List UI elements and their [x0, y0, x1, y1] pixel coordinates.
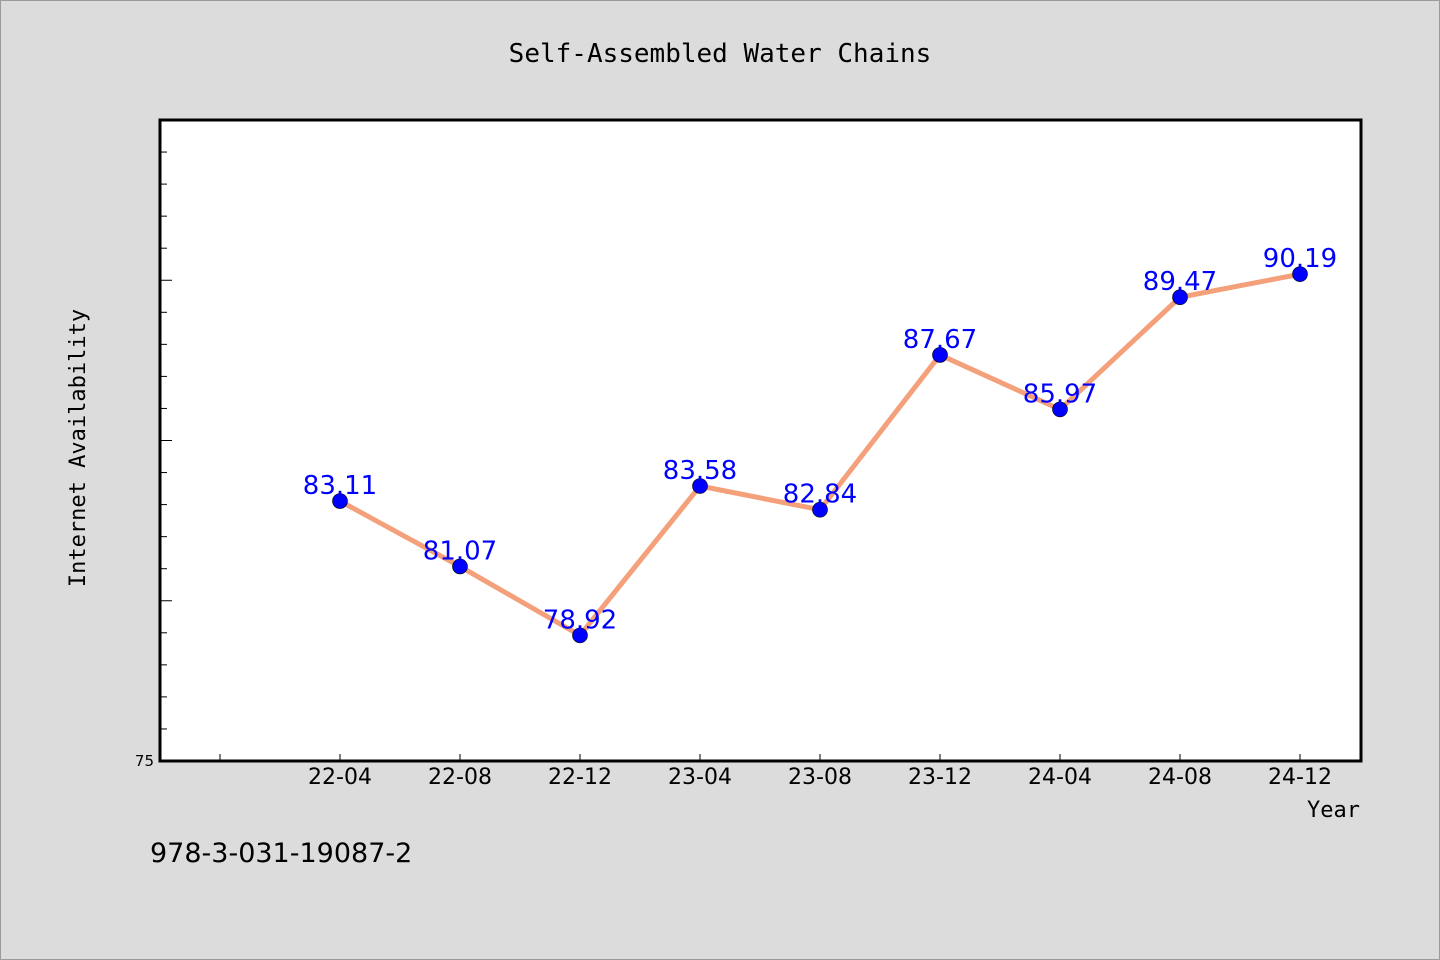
data-point	[932, 347, 948, 363]
data-label: 83.58	[663, 456, 737, 486]
x-tick-label: 24-04	[1028, 765, 1092, 790]
data-point	[1292, 266, 1308, 282]
y-tick-label: 75	[135, 752, 154, 770]
y-axis-label: Internet Availability	[66, 309, 91, 587]
data-point	[572, 627, 588, 644]
series-markers	[332, 266, 1308, 644]
data-point	[812, 501, 828, 518]
data-label: 82.84	[783, 480, 857, 510]
y-axis-ticks: 75	[135, 151, 172, 770]
data-point	[1172, 289, 1188, 306]
plot-area	[158, 118, 1363, 763]
x-tick-label: 23-08	[788, 765, 852, 790]
data-label: 78.92	[543, 605, 617, 635]
data-point	[1052, 401, 1068, 418]
data-label: 83.11	[303, 471, 377, 501]
x-tick-label: 22-04	[308, 765, 372, 790]
isbn-text: 978-3-031-19087-2	[150, 838, 412, 869]
data-label: 90.19	[1263, 244, 1337, 274]
x-tick-label: 24-08	[1148, 765, 1212, 790]
x-tick-label: 22-12	[548, 765, 612, 790]
x-tick-label: 23-04	[668, 765, 732, 790]
data-label: 87.67	[903, 325, 977, 355]
x-axis-label: Year	[1307, 798, 1360, 823]
x-tick-label: 23-12	[908, 765, 972, 790]
x-tick-label: 24-12	[1268, 765, 1332, 790]
data-labels: 83.11 81.07 78.92 83.58 82.84 87.67 85.97 89.47…	[303, 244, 1337, 635]
chart-title: Self-Assembled Water Chains	[509, 39, 932, 69]
x-axis-ticks: 22-04 22-08 22-12 23-04 23-08 23-12 24-04 24-08…	[219, 754, 1332, 790]
data-label: 81.07	[423, 536, 497, 566]
data-label: 85.97	[1023, 379, 1097, 409]
data-point	[692, 478, 708, 494]
data-point	[332, 493, 348, 509]
data-label: 89.47	[1143, 267, 1217, 297]
x-tick-label: 22-08	[428, 765, 492, 790]
data-point	[452, 558, 468, 575]
